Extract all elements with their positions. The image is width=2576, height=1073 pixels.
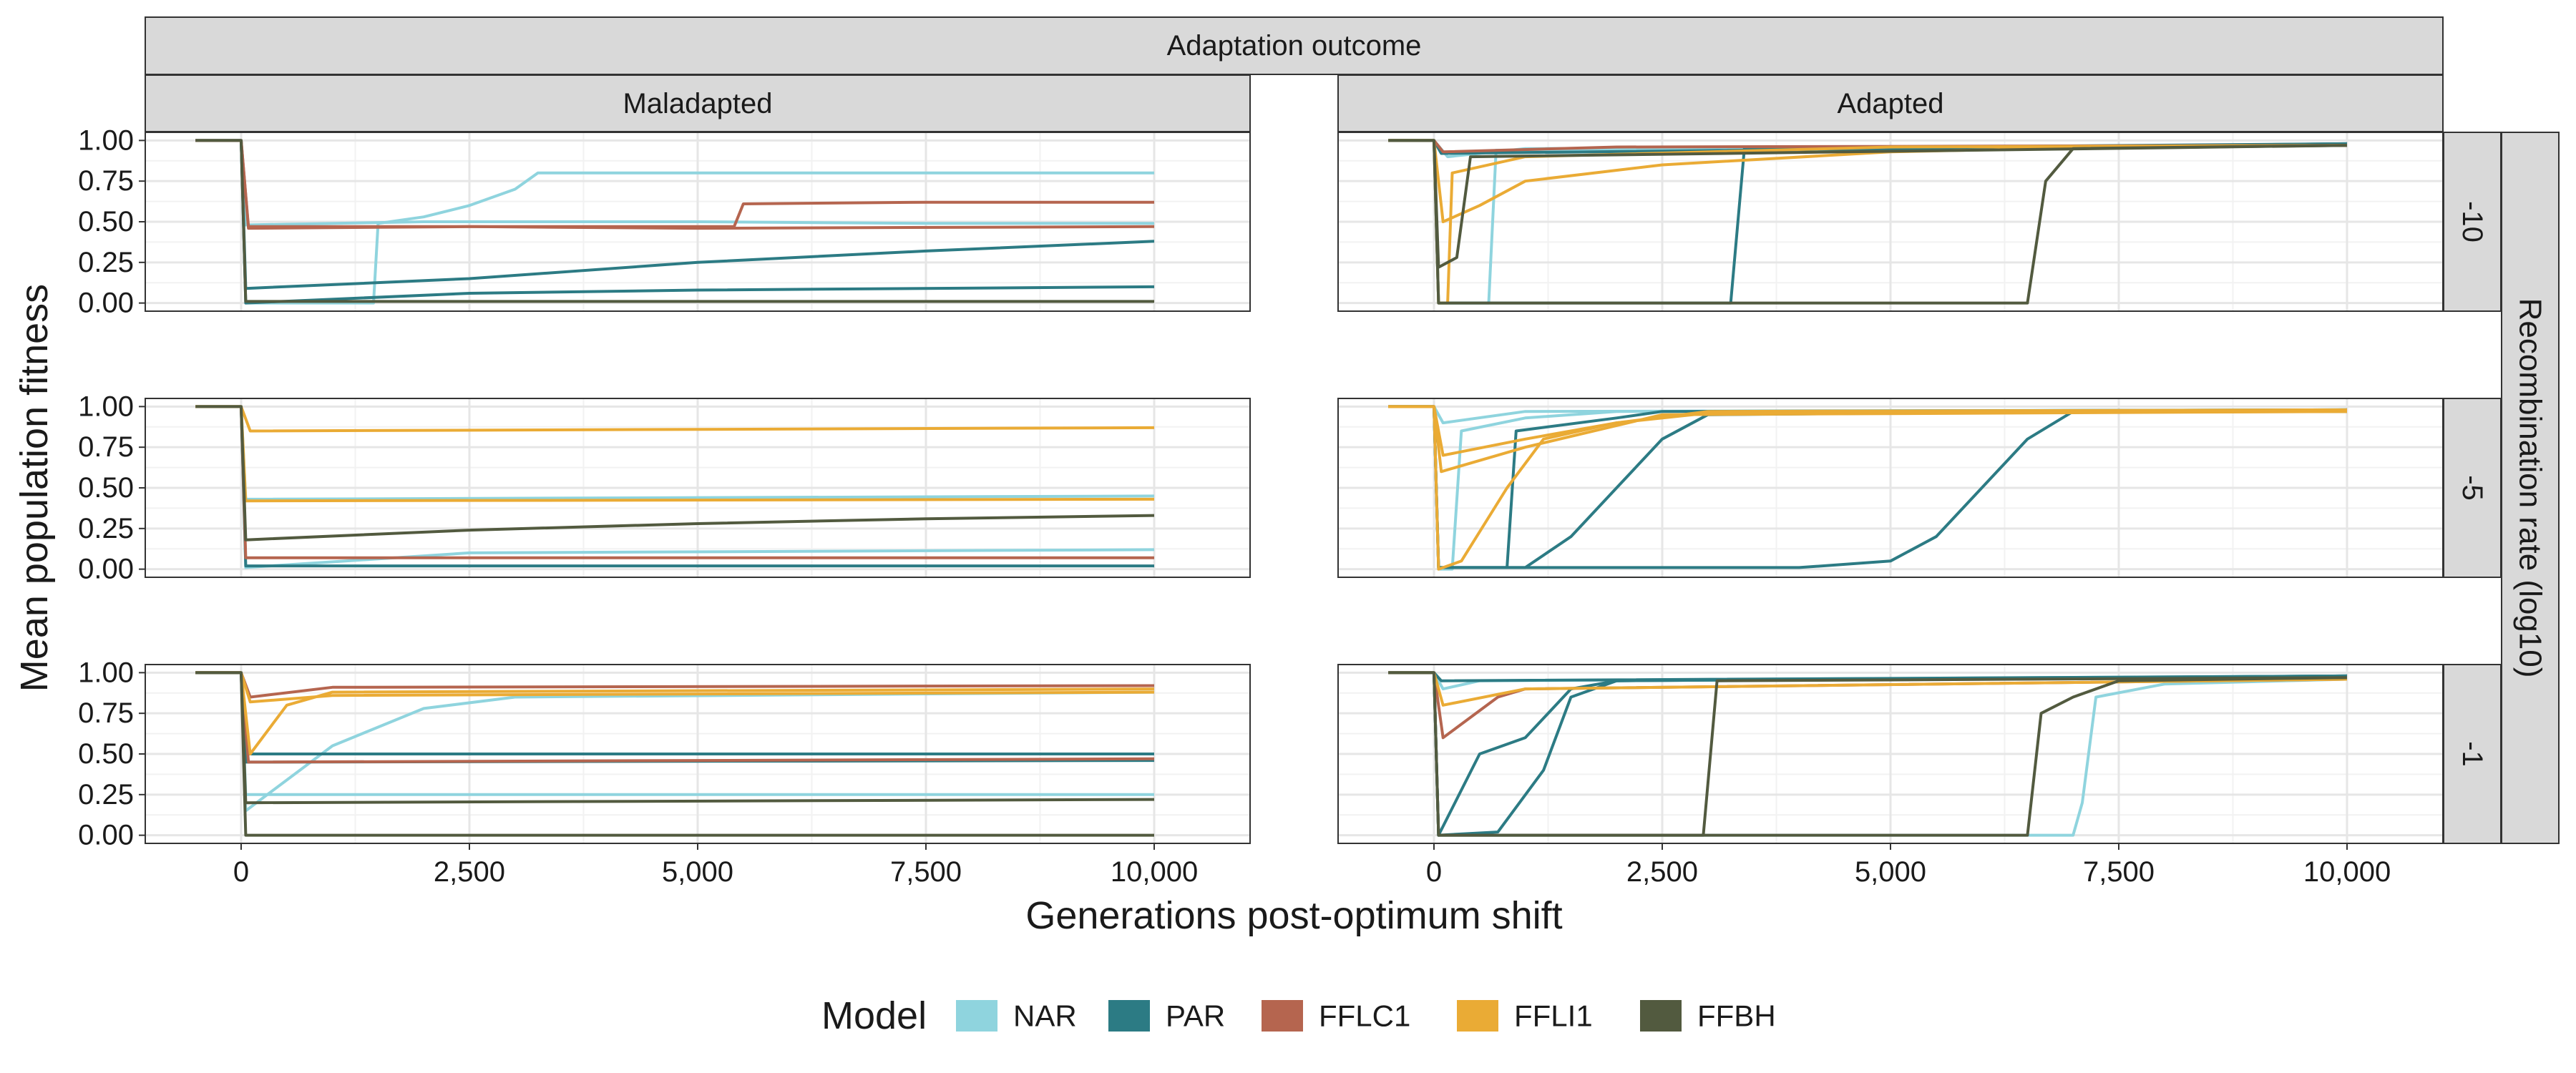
x-tick-label: 10,000 — [1111, 856, 1198, 888]
panel-border — [1337, 398, 2444, 578]
y-tick-label: 0.75 — [78, 431, 134, 463]
x-tick-label: 7,500 — [890, 856, 962, 888]
row-strip-label: -10 — [2457, 201, 2488, 242]
y-tick-label: 0.25 — [78, 779, 134, 810]
y-tick-label: 0.25 — [78, 513, 134, 544]
panel — [1337, 664, 2444, 850]
row-strip-title-box — [2501, 132, 2560, 844]
y-tick-label: 1.00 — [78, 657, 134, 688]
y-tick-label: 0.50 — [78, 206, 134, 237]
series-line-ffbh — [1388, 671, 2348, 837]
legend-swatch-par — [1108, 1000, 1150, 1032]
panel — [1337, 132, 2444, 312]
legend-title: Model — [821, 994, 927, 1037]
series-line-ffli1 — [1388, 405, 2348, 571]
legend-label-fflc1: FFLC1 — [1319, 999, 1410, 1033]
y-tick-label: 0.00 — [78, 288, 134, 319]
legend-swatch-ffli1 — [1457, 1000, 1498, 1032]
series-line-ffbh — [1388, 139, 2348, 305]
panel — [139, 132, 1251, 312]
column-strip-label: Maladapted — [623, 88, 772, 119]
y-tick-label: 0.00 — [78, 820, 134, 851]
panel — [1337, 398, 2444, 578]
x-tick-label: 10,000 — [2303, 856, 2391, 888]
legend-swatch-ffbh — [1640, 1000, 1682, 1032]
x-tick-label: 0 — [233, 856, 249, 888]
y-tick-label: 0.75 — [78, 165, 134, 197]
y-tick-label: 0.75 — [78, 697, 134, 729]
column-strip-box — [1337, 74, 2444, 132]
y-tick-label: 0.25 — [78, 247, 134, 278]
y-tick-label: 1.00 — [78, 124, 134, 156]
column-strip-label: Adapted — [1837, 88, 1943, 119]
y-tick-label: 0.50 — [78, 738, 134, 770]
panel — [139, 664, 1251, 850]
column-strip-title: Adaptation outcome — [1167, 30, 1422, 62]
x-axis-title: Generations post-optimum shift — [1025, 894, 1562, 937]
series-line-ffbh — [195, 671, 1154, 837]
series-line-ffbh — [195, 405, 1155, 542]
column-strip-title-box — [145, 16, 2444, 75]
row-strip-title: Recombination rate (log10) — [2513, 298, 2548, 678]
x-tick-label: 7,500 — [2083, 856, 2155, 888]
series-line-ffli1 — [1388, 405, 2348, 474]
row-strip-label: -5 — [2457, 475, 2488, 501]
series-line-ffbh — [195, 139, 1154, 303]
y-axis-title: Mean population fitness — [13, 284, 56, 692]
y-tick-label: 0.50 — [78, 472, 134, 504]
row-strip-box — [2443, 398, 2502, 578]
legend-swatch-nar — [956, 1000, 997, 1032]
legend-label-ffli1: FFLI1 — [1514, 999, 1593, 1033]
y-tick-label: 0.00 — [78, 554, 134, 585]
x-tick-label: 5,000 — [662, 856, 733, 888]
row-strip-label: -1 — [2457, 741, 2488, 767]
panel-border — [1337, 132, 2444, 312]
legend-label-nar: NAR — [1013, 999, 1077, 1033]
legend-label-ffbh: FFBH — [1697, 999, 1776, 1033]
panel — [139, 398, 1251, 578]
x-tick-label: 5,000 — [1855, 856, 1926, 888]
x-tick-label: 2,500 — [434, 856, 505, 888]
y-tick-label: 1.00 — [78, 391, 134, 422]
x-tick-label: 2,500 — [1626, 856, 1698, 888]
legend-swatch-fflc1 — [1262, 1000, 1303, 1032]
x-tick-label: 0 — [1426, 856, 1442, 888]
legend-label-par: PAR — [1166, 999, 1225, 1033]
column-strip-box — [145, 74, 1251, 132]
